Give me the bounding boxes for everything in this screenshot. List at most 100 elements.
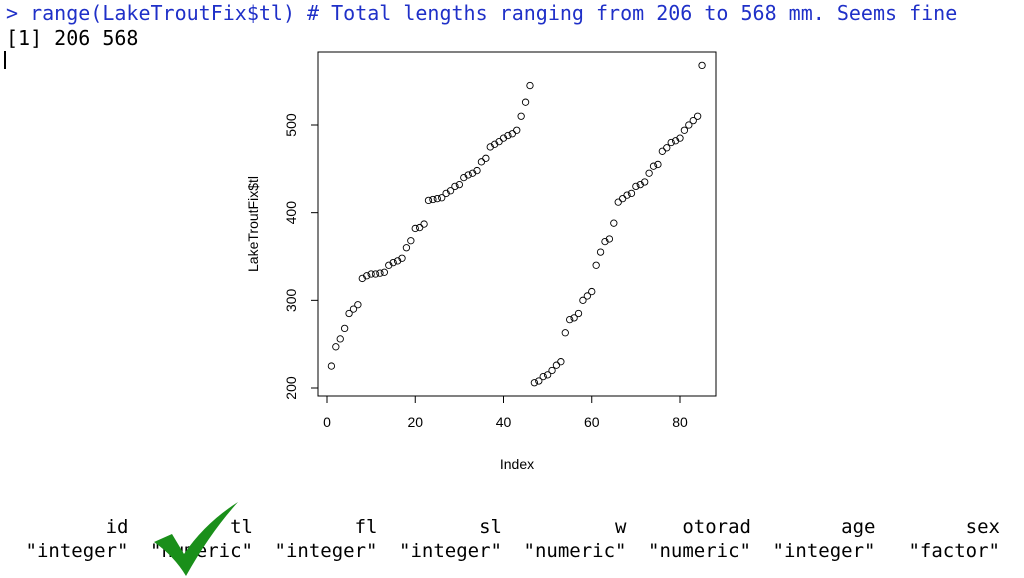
data-point [689, 116, 697, 125]
data-point [610, 219, 618, 227]
data-point [482, 154, 490, 162]
type-column-name: id [105, 516, 129, 538]
data-point [473, 166, 481, 175]
data-point [552, 361, 561, 369]
data-point [407, 237, 415, 245]
data-point [557, 358, 565, 366]
data-point [526, 81, 534, 90]
data-point [451, 182, 459, 191]
data-point [371, 270, 380, 278]
type-column-value: "integer" [772, 540, 876, 562]
data-point [698, 61, 706, 70]
data-point [336, 335, 344, 343]
type-column-name: tl [230, 516, 253, 538]
data-point [548, 366, 556, 375]
data-point [649, 162, 658, 170]
data-point [429, 195, 437, 204]
type-column-name: sl [479, 516, 502, 538]
x-tick-label: 80 [672, 414, 688, 430]
data-point [658, 147, 666, 155]
data-point [667, 138, 675, 147]
data-point [663, 144, 671, 152]
data-point [327, 362, 336, 370]
data-point [543, 371, 552, 379]
type-column-value: "factor" [908, 540, 1000, 562]
data-point [694, 112, 702, 120]
data-point [433, 194, 441, 203]
types-value-row: "integer" "numeric" "integer" "integer" "num… [0, 540, 1024, 566]
data-point [583, 292, 591, 300]
data-point [645, 169, 653, 177]
data-point [402, 244, 411, 252]
data-point [685, 121, 693, 129]
data-point [632, 182, 640, 191]
data-point [398, 254, 406, 262]
type-column-value: "numeric" [523, 540, 627, 562]
y-tick-label: 200 [283, 376, 299, 400]
data-point [579, 296, 587, 304]
data-point [592, 261, 600, 269]
data-point [446, 187, 455, 195]
type-column-value: "integer" [274, 540, 378, 562]
data-point [574, 309, 583, 318]
data-point [345, 309, 353, 318]
data-point [349, 305, 358, 313]
type-column-value: "integer" [25, 540, 129, 562]
type-column-name: fl [354, 516, 378, 538]
data-point [535, 377, 543, 385]
data-point [614, 198, 622, 206]
y-axis-label: LakeTroutFix$tl [245, 176, 261, 272]
data-point [340, 324, 349, 333]
data-point [680, 126, 689, 134]
data-point [654, 160, 662, 169]
data-point [627, 189, 636, 198]
data-point [367, 270, 375, 278]
data-point [504, 131, 512, 140]
type-column-value: "numeric" [648, 540, 751, 562]
data-point [389, 258, 397, 267]
x-tick-label: 0 [323, 414, 331, 430]
data-point [605, 235, 614, 243]
data-point [332, 343, 340, 351]
types-header-row: id tl fl sl w otorad age sex [0, 516, 1024, 542]
data-point [424, 196, 433, 205]
data-point [513, 126, 521, 134]
data-point [380, 268, 389, 276]
y-tick-label: 300 [283, 288, 299, 312]
type-column-name: sex [965, 516, 1000, 538]
data-point [416, 223, 424, 232]
x-axis-label: Index [500, 456, 534, 472]
data-point [354, 301, 362, 309]
x-tick-label: 40 [496, 414, 512, 430]
checkmark-icon [154, 502, 238, 576]
data-point [438, 194, 446, 202]
data-point [477, 158, 486, 166]
data-point [521, 98, 530, 106]
data-point [411, 224, 419, 233]
type-column-name: otorad [682, 516, 751, 538]
data-point [517, 112, 525, 120]
scatter-plot: 0 20 40 60 80 200 300 400 500 Index LakeTroutFix$t… [245, 51, 717, 472]
data-point [530, 379, 539, 387]
data-point [561, 329, 569, 337]
x-tick-label: 60 [584, 414, 600, 430]
data-point [566, 315, 574, 324]
data-point [641, 178, 649, 186]
data-point [376, 269, 384, 277]
type-column-name: w [615, 516, 627, 538]
data-point [618, 194, 627, 203]
x-tick-label: 20 [407, 414, 423, 430]
data-point [495, 138, 503, 146]
plot-frame [317, 51, 717, 397]
data-point [623, 191, 631, 199]
data-point [596, 248, 605, 256]
y-tick-label: 400 [283, 201, 299, 225]
data-point [363, 272, 371, 280]
data-point [588, 287, 596, 296]
data-point [464, 171, 472, 179]
console-command-line: > range(LakeTroutFix$tl) # Total lengths… [6, 1, 958, 25]
data-point [455, 180, 464, 189]
console-caret [4, 51, 6, 69]
data-point [508, 130, 516, 138]
data-point [539, 372, 547, 381]
